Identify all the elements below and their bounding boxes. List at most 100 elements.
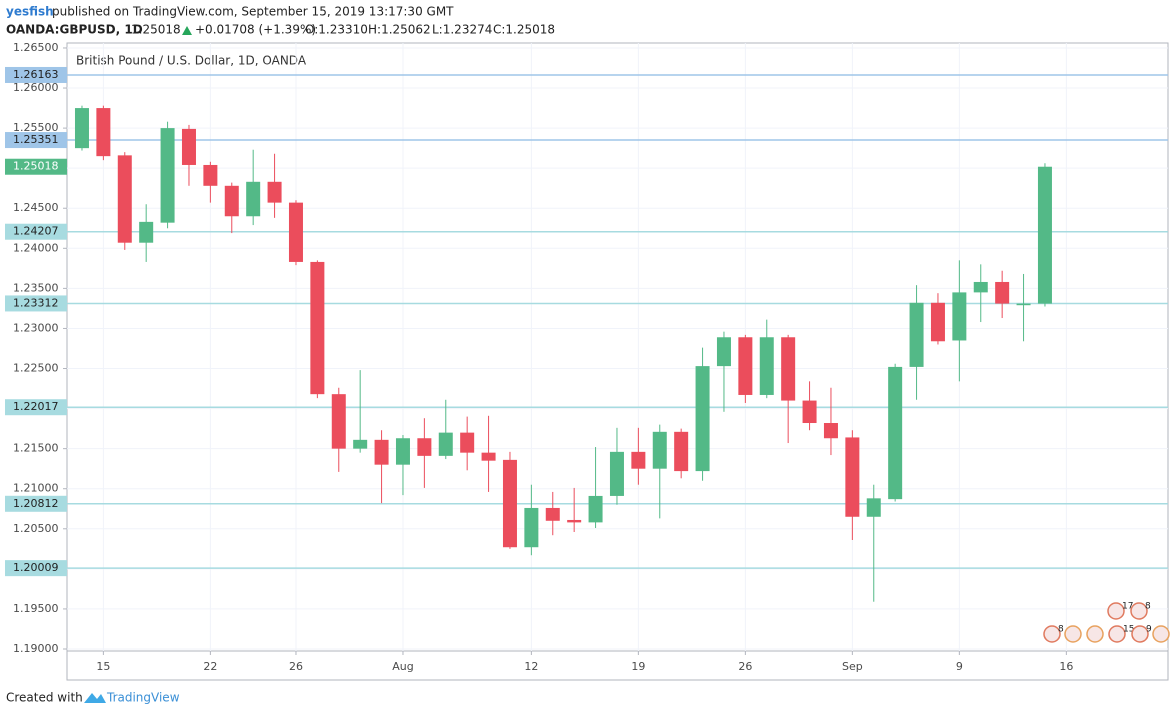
y-tick-label: 1.24000 [13,241,59,254]
y-tick-label: 1.26000 [13,81,59,94]
y-tick-label: 1.25500 [13,121,59,134]
logo [84,693,106,703]
y-tick-label: 1.26500 [13,41,59,54]
candle-body [288,202,303,262]
candle-body [759,337,774,395]
candle-body [438,432,453,456]
candle-body [117,155,132,243]
y-tick-label: 1.19000 [13,642,59,655]
candle-body [331,394,346,449]
symbol: OANDA:GBPUSD, 1D [6,23,143,37]
candle-body [353,439,368,449]
candle-body [203,164,218,186]
y-tick-label: 1.20500 [13,522,59,535]
x-tick-label: 15 [96,660,110,673]
candle-body [674,431,689,472]
event-flag [1108,625,1126,643]
chart-title: British Pound / U.S. Dollar, 1D, OANDA [76,54,307,68]
candle-body [738,337,753,395]
event-count: 15 [1123,625,1134,635]
candle-body [460,432,475,453]
y-tick-label: 1.19500 [13,602,59,615]
price-label: 1.20812 [13,497,59,510]
y-tick-label: 1.23500 [13,281,59,294]
plot-frame [66,42,1169,681]
close: C:1.25018 [493,23,555,37]
candle-body [1037,166,1052,304]
event-flag [1086,625,1104,643]
y-tick-label: 1.21000 [13,482,59,495]
candle-body [160,128,175,223]
last-price-box [5,158,67,175]
x-tick-label: 26 [738,660,752,673]
event-count: 8 [1145,602,1151,612]
candle-body [267,181,282,203]
event-flag [1131,625,1149,643]
candle-body [395,438,410,465]
footer-brand[interactable]: TradingView [106,691,180,705]
candle-body [481,452,496,461]
event-count: 8 [1058,625,1064,635]
candle-body [845,437,860,517]
candle-body [695,366,710,472]
price-label-box [5,399,67,416]
event-flag [1064,625,1082,643]
price-label-box [5,495,67,512]
open: O:1.23310 [305,23,368,37]
candle-body [909,302,924,367]
candle-body [74,108,89,149]
price-label: 1.20009 [13,561,59,574]
event-flag [1043,625,1061,643]
event-count: 9 [1146,625,1152,635]
x-tick-label: 9 [956,660,963,673]
candle-body [781,337,796,401]
candle-body [96,108,111,157]
price-label: 1.23312 [13,296,59,309]
candle-body [802,400,817,424]
price-label-box [5,295,67,312]
candle-body [652,431,667,469]
candle-body [930,302,945,342]
event-flag [1107,602,1125,620]
low: L:1.23274 [432,23,492,37]
candle-body [545,507,560,521]
x-tick-label: 12 [524,660,538,673]
candle-body [310,261,325,395]
x-tick-label: Sep [842,660,863,673]
y-tick-label: 1.24500 [13,201,59,214]
price-label: 1.25351 [13,133,59,146]
last: 1.25018 [131,23,181,37]
x-tick-label: 19 [631,660,645,673]
candle-body [609,451,624,496]
footer-created: Created with [6,691,83,705]
event-count: 17 [1122,602,1133,612]
candle-body [224,185,239,217]
event-flag [1130,602,1148,620]
y-tick-label: 1.23000 [13,321,59,334]
price-label-box [5,132,67,149]
x-tick-label: 26 [289,660,303,673]
price-label: 1.26163 [13,68,59,81]
candle-body [716,337,731,367]
y-tick-label: 1.21500 [13,442,59,455]
y-tick-label: 1.22500 [13,362,59,375]
candle-body [973,281,988,293]
candle-body [823,423,838,439]
candle-body [502,459,517,548]
candle-body [181,128,196,165]
candle-body [995,281,1010,304]
candle-body [417,438,432,456]
candle-body [1016,303,1031,306]
candle-body [952,292,967,341]
price-label: 1.24207 [13,225,59,238]
price-label-box [5,560,67,577]
x-tick-label: 16 [1059,660,1073,673]
candle-body [524,507,539,548]
author[interactable]: yesfish [6,5,54,19]
candle-body [866,498,881,517]
candle-body [888,366,903,500]
price-label-box [5,66,67,83]
x-tick-label: Aug [392,660,413,673]
